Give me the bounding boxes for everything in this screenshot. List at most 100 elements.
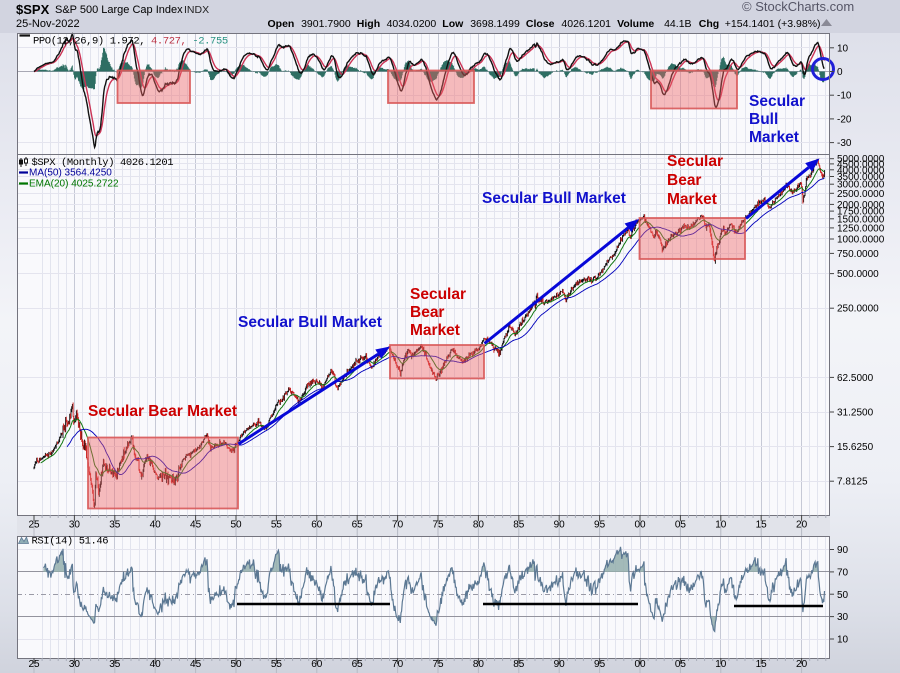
svg-text:Volume: Volume xyxy=(617,18,654,30)
svg-text:5000.0000: 5000.0000 xyxy=(837,154,885,165)
svg-text:00: 00 xyxy=(634,520,646,531)
svg-text:Secular Bull Market: Secular Bull Market xyxy=(238,314,382,331)
svg-text:Secular: Secular xyxy=(667,153,723,170)
svg-text:Secular Bull Market: Secular Bull Market xyxy=(482,190,626,207)
svg-text:20: 20 xyxy=(796,659,808,670)
svg-text:1750.0000: 1750.0000 xyxy=(837,207,885,218)
svg-text:1500.0000: 1500.0000 xyxy=(837,214,885,225)
svg-text:85: 85 xyxy=(513,659,525,670)
svg-text:65: 65 xyxy=(352,659,364,670)
svg-text:70: 70 xyxy=(392,520,404,531)
svg-text:70: 70 xyxy=(392,659,404,670)
svg-text:2500.0000: 2500.0000 xyxy=(837,189,885,200)
svg-text:55: 55 xyxy=(271,659,283,670)
svg-text:Market: Market xyxy=(667,191,717,208)
svg-text:45: 45 xyxy=(190,520,202,531)
svg-text:500.0000: 500.0000 xyxy=(837,269,879,280)
svg-text:3000.0000: 3000.0000 xyxy=(837,180,885,191)
svg-text:4500.0000: 4500.0000 xyxy=(837,159,885,170)
svg-text:S&P 500 Large Cap Index: S&P 500 Large Cap Index xyxy=(55,4,183,16)
svg-text:250.0000: 250.0000 xyxy=(837,304,879,315)
svg-text:25: 25 xyxy=(28,659,40,670)
svg-text:30: 30 xyxy=(837,612,849,623)
svg-text:60: 60 xyxy=(311,520,323,531)
svg-text:PPO(12,26,9) 1.972, 4.727, -2.: PPO(12,26,9) 1.972, 4.727, -2.755 xyxy=(33,36,228,48)
svg-text:3500.0000: 3500.0000 xyxy=(837,172,885,183)
svg-text:15: 15 xyxy=(756,520,768,531)
svg-text:62.5000: 62.5000 xyxy=(837,373,874,384)
svg-text:75: 75 xyxy=(432,520,444,531)
svg-text:85: 85 xyxy=(513,520,525,531)
svg-text:Bull: Bull xyxy=(749,111,778,128)
svg-text:+154.1401 (+3.98%): +154.1401 (+3.98%) xyxy=(725,18,821,30)
svg-text:Secular Bear Market: Secular Bear Market xyxy=(88,403,237,420)
svg-text:35: 35 xyxy=(109,659,121,670)
svg-text:25: 25 xyxy=(28,520,40,531)
svg-text:31.2500: 31.2500 xyxy=(837,408,874,419)
svg-text:50: 50 xyxy=(230,659,242,670)
svg-text:25-Nov-2022: 25-Nov-2022 xyxy=(16,18,80,30)
svg-text:Market: Market xyxy=(410,322,460,339)
svg-text:65: 65 xyxy=(352,520,364,531)
svg-text:Close: Close xyxy=(526,18,555,30)
svg-text:2000.0000: 2000.0000 xyxy=(837,200,885,211)
svg-text:Chg: Chg xyxy=(699,18,719,30)
svg-text:Bear: Bear xyxy=(667,172,701,189)
svg-text:90: 90 xyxy=(554,520,566,531)
svg-text:© StockCharts.com: © StockCharts.com xyxy=(742,0,854,14)
svg-text:7.8125: 7.8125 xyxy=(837,477,868,488)
svg-text:90: 90 xyxy=(837,545,849,556)
svg-text:Secular: Secular xyxy=(410,286,466,303)
svg-text:15: 15 xyxy=(756,659,768,670)
svg-text:1250.0000: 1250.0000 xyxy=(837,223,885,234)
svg-text:80: 80 xyxy=(473,659,485,670)
svg-text:750.0000: 750.0000 xyxy=(837,249,879,260)
svg-text:95: 95 xyxy=(594,659,606,670)
svg-text:10: 10 xyxy=(837,43,849,54)
svg-text:30: 30 xyxy=(69,659,81,670)
svg-text:00: 00 xyxy=(634,659,646,670)
svg-text:4026.1201: 4026.1201 xyxy=(561,18,611,30)
svg-text:Secular: Secular xyxy=(749,93,805,110)
svg-text:Market: Market xyxy=(749,129,799,146)
svg-text:70: 70 xyxy=(837,567,849,578)
svg-text:50: 50 xyxy=(230,520,242,531)
svg-text:30: 30 xyxy=(69,520,81,531)
svg-text:MA(50) 3564.4250: MA(50) 3564.4250 xyxy=(29,168,112,179)
svg-text:$SPX (Monthly) 4026.1201: $SPX (Monthly) 4026.1201 xyxy=(32,157,174,169)
svg-text:EMA(20) 4025.2722: EMA(20) 4025.2722 xyxy=(29,179,119,190)
svg-text:05: 05 xyxy=(675,520,687,531)
svg-text:4000.0000: 4000.0000 xyxy=(837,165,885,176)
svg-text:$SPX: $SPX xyxy=(16,2,50,17)
svg-text:50: 50 xyxy=(837,590,849,601)
svg-text:95: 95 xyxy=(594,520,606,531)
svg-text:90: 90 xyxy=(554,659,566,670)
svg-text:35: 35 xyxy=(109,520,121,531)
svg-text:1000.0000: 1000.0000 xyxy=(837,235,885,246)
svg-text:0: 0 xyxy=(837,67,843,78)
svg-text:RSI(14) 51.46: RSI(14) 51.46 xyxy=(32,536,109,548)
svg-text:10: 10 xyxy=(837,635,849,646)
svg-text:20: 20 xyxy=(796,520,808,531)
svg-text:Low: Low xyxy=(442,18,464,30)
svg-text:-10: -10 xyxy=(837,91,852,102)
svg-text:15.6250: 15.6250 xyxy=(837,442,874,453)
svg-text:55: 55 xyxy=(271,520,283,531)
svg-text:10: 10 xyxy=(715,520,727,531)
svg-text:40: 40 xyxy=(150,520,162,531)
svg-text:40: 40 xyxy=(150,659,162,670)
svg-text:Open: Open xyxy=(268,18,295,30)
svg-text:-20: -20 xyxy=(837,114,852,125)
svg-text:60: 60 xyxy=(311,659,323,670)
svg-text:44.1B: 44.1B xyxy=(664,18,691,30)
svg-text:05: 05 xyxy=(675,659,687,670)
svg-text:3901.7900: 3901.7900 xyxy=(301,18,351,30)
svg-text:45: 45 xyxy=(190,659,202,670)
svg-text:80: 80 xyxy=(473,520,485,531)
svg-text:75: 75 xyxy=(432,659,444,670)
svg-text:High: High xyxy=(357,18,380,30)
svg-text:3698.1499: 3698.1499 xyxy=(470,18,520,30)
svg-text:Bear: Bear xyxy=(410,304,444,321)
svg-text:-30: -30 xyxy=(837,138,852,149)
svg-text:10: 10 xyxy=(715,659,727,670)
